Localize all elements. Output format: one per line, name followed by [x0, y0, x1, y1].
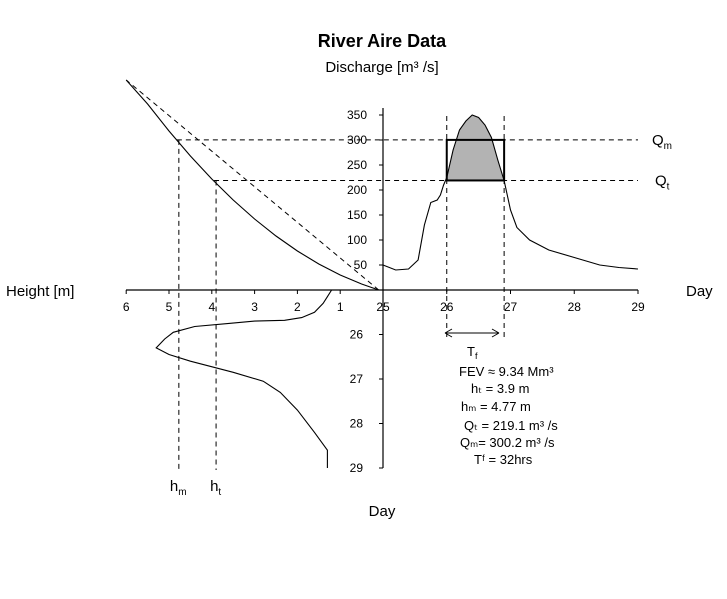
day-tick-label-28: 28 — [568, 300, 582, 314]
discharge-tick-label-100: 100 — [347, 233, 367, 247]
flood-box — [445, 138, 506, 182]
day-down-ticks: 26 27 28 29 — [350, 328, 383, 475]
day-axis-label-right: Day — [686, 283, 713, 300]
flood-region — [445, 115, 506, 182]
height-tick-label-5: 5 — [166, 300, 173, 314]
tf-interval: Tf — [444, 328, 500, 361]
height-tick-label-2: 2 — [294, 300, 301, 314]
chart-subtitle: Discharge [m³ /s] — [325, 59, 438, 76]
discharge-tick-label-200: 200 — [347, 183, 367, 197]
tf-arrowhead-right — [491, 328, 500, 338]
hm-label: hm — [170, 478, 187, 498]
ht-label: ht — [210, 478, 221, 498]
day-tick-label-29: 29 — [631, 300, 645, 314]
day-axis-label-bottom: Day — [369, 503, 396, 520]
discharge-tick-label-250: 250 — [347, 158, 367, 172]
discharge-tick-label-150: 150 — [347, 208, 367, 222]
discharge-tick-label-50: 50 — [354, 258, 368, 272]
qt-label-main: Q — [655, 172, 667, 189]
day-ticks: 25 26 27 28 29 — [376, 290, 645, 314]
qm-label: Qm — [652, 132, 672, 152]
qt-label: Qt — [655, 172, 670, 192]
guide-lines — [176, 116, 638, 470]
hydrograph-line — [382, 114, 639, 271]
qt-label-sub: t — [667, 181, 670, 192]
annotation-tf: Tᶠ = 32hrs — [474, 452, 533, 467]
day-down-tick-label-27: 27 — [350, 372, 364, 386]
height-tick-label-1: 1 — [337, 300, 344, 314]
height-tick-label-4: 4 — [208, 300, 215, 314]
tf-label-sub: f — [475, 351, 478, 361]
hm-label-sub: m — [178, 487, 186, 498]
height-axis-label: Height [m] — [6, 283, 74, 300]
annotation-ht: hₜ = 3.9 m — [471, 381, 529, 396]
tf-label: Tf — [467, 344, 478, 361]
series-lines — [125, 79, 639, 468]
qm-label-main: Q — [652, 132, 664, 149]
flood-volume-area — [446, 115, 505, 181]
day-down-tick-label-29: 29 — [350, 461, 364, 475]
ht-label-sub: t — [218, 487, 221, 498]
ht-label-main: h — [210, 478, 218, 495]
qm-label-sub: m — [664, 141, 672, 152]
tf-arrowhead-left — [444, 328, 453, 338]
annotation-fev: FEV ≈ 9.34 Mm³ — [459, 364, 554, 379]
height-ticks: 6 5 4 3 2 1 — [123, 290, 344, 314]
day-tick-label-27: 27 — [504, 300, 518, 314]
day-down-tick-label-26: 26 — [350, 328, 364, 342]
rating-reference-line — [125, 79, 380, 291]
annotation-qm: Qₘ= 300.2 m³ /s — [460, 435, 555, 450]
rating-curve-line — [125, 79, 379, 291]
annotation-qt: Qₜ = 219.1 m³ /s — [464, 418, 558, 433]
height-time-line — [155, 289, 333, 468]
height-tick-label-3: 3 — [251, 300, 258, 314]
hm-label-main: h — [170, 478, 178, 495]
annotation-hm: hₘ = 4.77 m — [461, 399, 531, 414]
day-down-tick-label-28: 28 — [350, 417, 364, 431]
results-annotations: FEV ≈ 9.34 Mm³ hₜ = 3.9 m hₘ = 4.77 m Qₜ… — [459, 364, 558, 467]
chart-title: River Aire Data — [318, 31, 447, 51]
height-tick-label-6: 6 — [123, 300, 130, 314]
discharge-tick-label-350: 350 — [347, 108, 367, 122]
